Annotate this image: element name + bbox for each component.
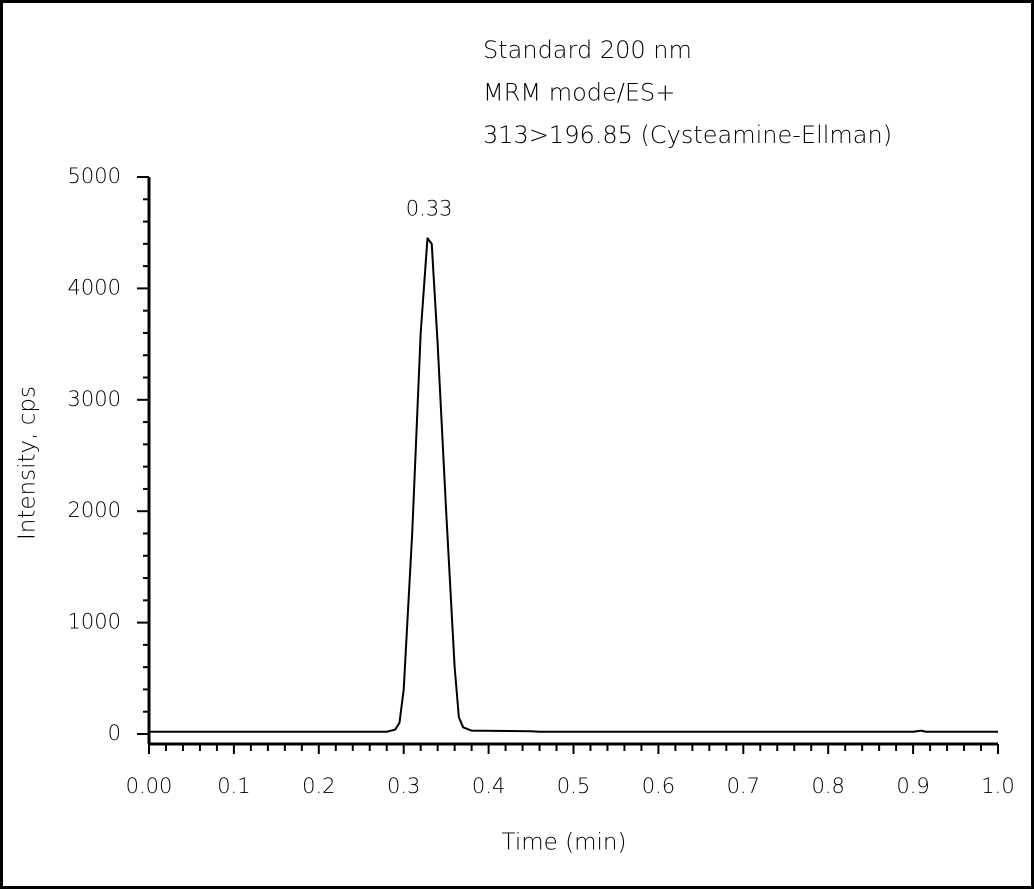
x-tick-label: 0.3 [387, 774, 420, 798]
x-tick-label: 0.9 [896, 774, 929, 798]
title-line: MRM mode/ES+ [483, 79, 675, 107]
x-tick-label: 0.2 [302, 774, 335, 798]
x-tick-label: 0.00 [126, 774, 173, 798]
y-tick-label: 1000 [68, 610, 121, 634]
x-tick-label: 1.0 [981, 774, 1014, 798]
trace [149, 237, 998, 733]
y-tick-label: 2000 [68, 498, 121, 522]
x-tick-label: 0.6 [642, 774, 675, 798]
peak-label: 0.33 [406, 196, 453, 220]
x-tick-label: 0.5 [557, 774, 590, 798]
x-tick-label: 0.4 [472, 774, 505, 798]
y-tick-label: 3000 [68, 387, 121, 411]
y-tick-label: 0 [108, 721, 121, 745]
y-tick-label: 4000 [68, 275, 121, 299]
y-axis-title: Intensity, cps [15, 386, 41, 540]
title-line: Standard 200 nm [483, 36, 692, 64]
x-tick-label: 0.1 [217, 774, 250, 798]
x-tick-label: 0.7 [727, 774, 760, 798]
title-line: 313>196.85 (Cysteamine-Ellman) [483, 121, 892, 149]
x-axis-title: Time (min) [502, 830, 627, 856]
y-tick-label: 5000 [68, 164, 121, 188]
x-tick-label: 0.8 [811, 774, 844, 798]
